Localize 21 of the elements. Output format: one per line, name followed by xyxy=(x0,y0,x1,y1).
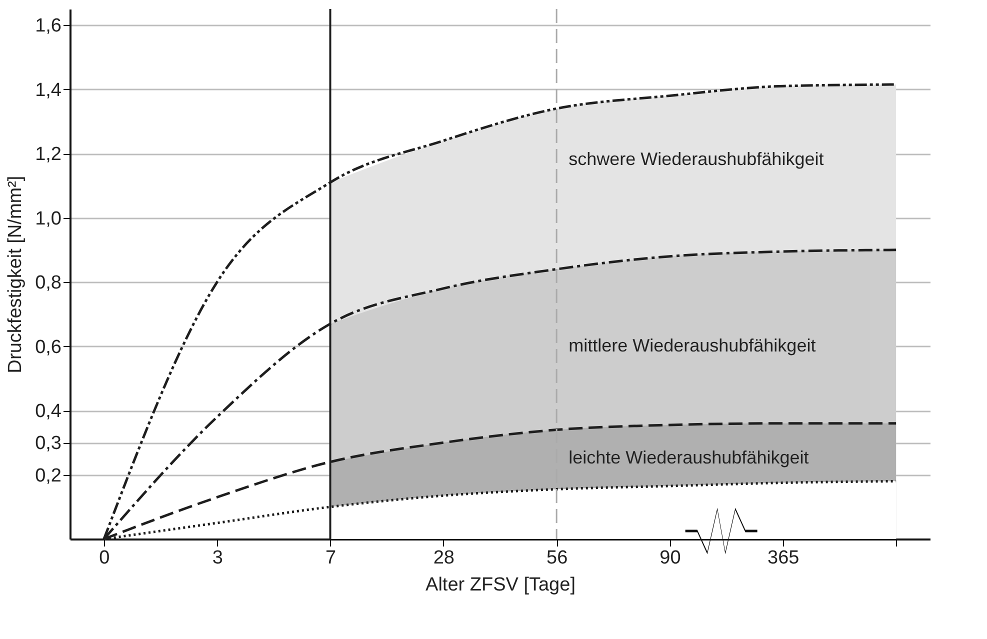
x-tick-label: 90 xyxy=(660,548,681,568)
x-axis-title: Alter ZFSV [Tage] xyxy=(426,574,576,596)
x-tick-label: 28 xyxy=(433,548,454,568)
y-tick-label: 1,4 xyxy=(35,80,62,101)
annotation: mittlere Wiederaushubfähikgeit xyxy=(568,335,816,356)
y-tick-label: 0,3 xyxy=(35,433,62,454)
y-tick-label: 1,6 xyxy=(35,16,62,37)
x-tick-label: 3 xyxy=(212,548,223,568)
x-tick-label: 56 xyxy=(546,548,568,568)
annotation: schwere Wiederaushubfähikgeit xyxy=(568,148,824,169)
y-tick-label: 0,6 xyxy=(35,336,62,358)
y-axis-title: Druckfestigkeit [N/mm²] xyxy=(5,176,26,374)
y-tick-label: 0,8 xyxy=(35,272,62,294)
y-tick-label: 1,2 xyxy=(35,144,62,166)
y-tick-label: 1,0 xyxy=(35,208,62,230)
annotation: leichte Wiederaushubfähikgeit xyxy=(568,448,809,468)
x-tick-label: 0 xyxy=(99,548,110,568)
y-tick-label: 0,2 xyxy=(35,465,62,486)
y-tick-label: 0,4 xyxy=(35,401,62,422)
x-tick-label: 7 xyxy=(325,548,336,568)
x-tick-label: 365 xyxy=(768,548,800,568)
